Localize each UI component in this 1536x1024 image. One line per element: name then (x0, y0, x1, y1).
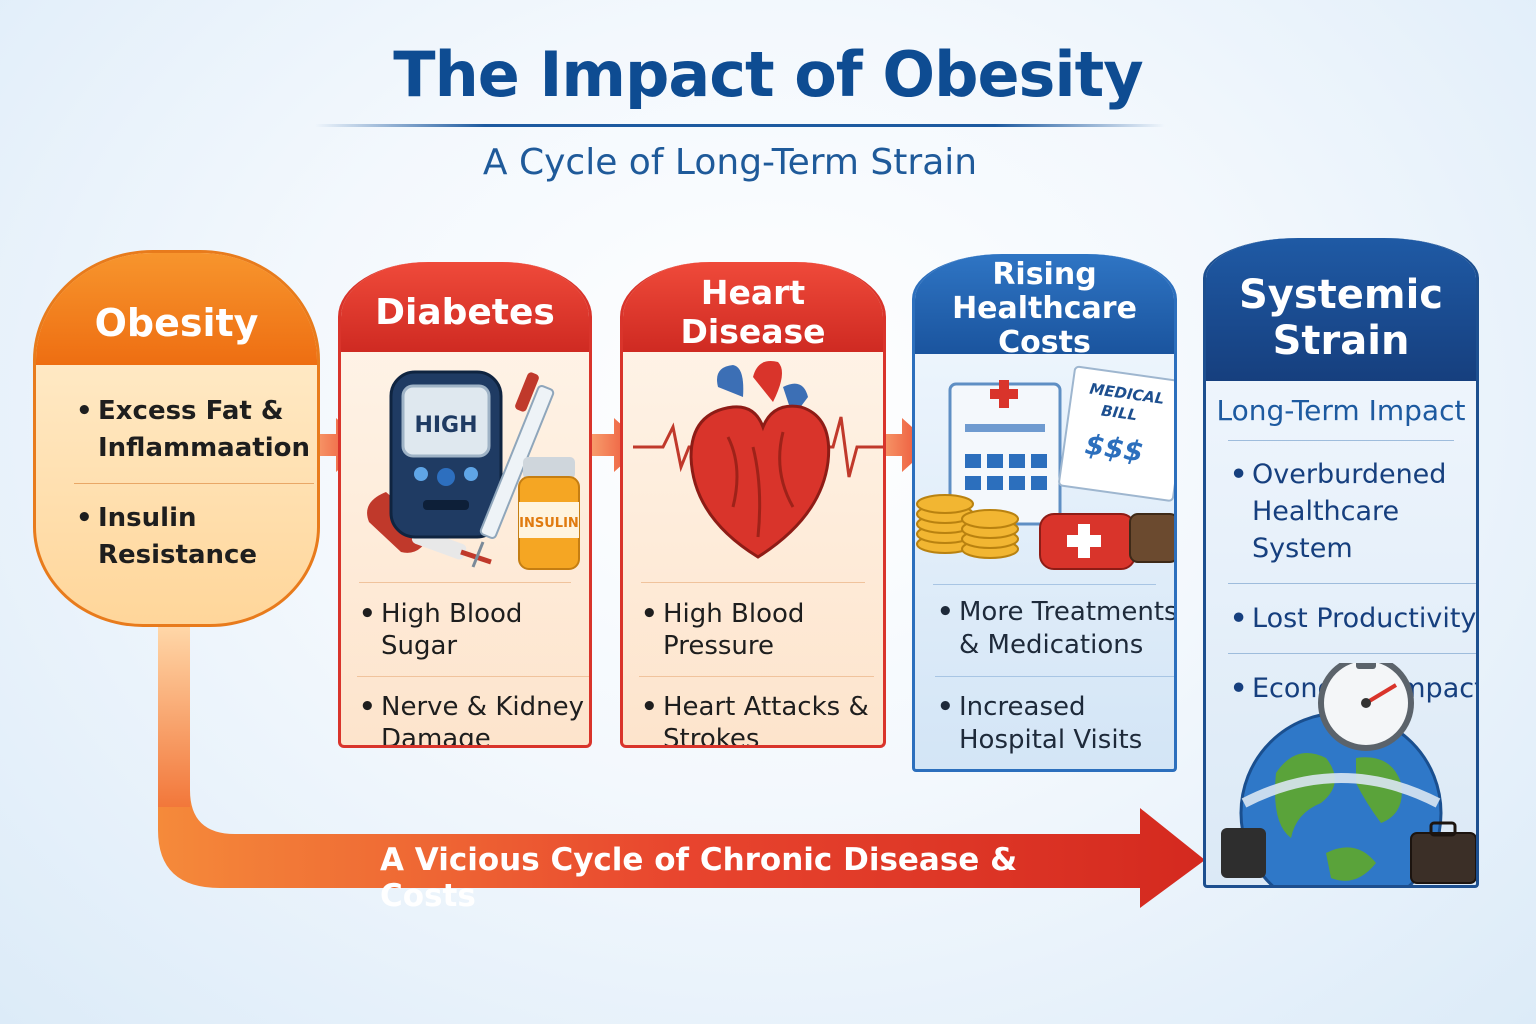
healthcare-costs-title: Rising Healthcare Costs (915, 254, 1174, 360)
healthcare-costs-list: More Treatments & Medications Increased … (935, 596, 1174, 757)
healthcare-costs-card: Rising Healthcare Costs MEDICAL BILL $$$ (912, 254, 1177, 772)
divider (639, 676, 874, 677)
divider (933, 584, 1156, 585)
list-item: Overburdened Healthcare System (1228, 456, 1476, 567)
systemic-subtitle: Long-Term Impact (1216, 394, 1466, 427)
cycle-arrow-tail (158, 627, 1205, 908)
hospital-bill-icon: MEDICAL BILL $$$ (916, 365, 1174, 570)
title-divider (315, 124, 1165, 127)
cycle-label: A Vicious Cycle of Chronic Disease & Cos… (380, 842, 1018, 914)
list-item: Nerve & Kidney Damage (357, 691, 589, 745)
list-item: Insulin Resistance (74, 500, 304, 574)
systemic-strain-card: Systemic Strain Long-Term Impact Overbur… (1203, 238, 1479, 888)
list-item: Increased Hospital Visits (935, 691, 1174, 757)
list-item: More Treatments & Medications (935, 596, 1174, 662)
divider (1228, 440, 1454, 441)
title-line: Strain (1272, 317, 1410, 364)
divider (641, 582, 865, 583)
heart-disease-list: High Blood Pressure Heart Attacks & Stro… (639, 598, 874, 745)
insulin-label: INSULIN (519, 516, 579, 531)
bill-amount: $$$ (1083, 428, 1145, 469)
obesity-title: Obesity (36, 253, 317, 365)
title-line: Systemic (1238, 271, 1444, 318)
obesity-card: Obesity Excess Fat & Inflammaation Insul… (33, 250, 320, 627)
list-item: Heart Attacks & Strokes (639, 691, 874, 745)
meter-reading: HIGH (414, 413, 477, 438)
systemic-strain-title: Systemic Strain (1206, 238, 1476, 381)
list-item: High Blood Pressure (639, 598, 874, 662)
divider (74, 483, 314, 484)
heart-icon (633, 361, 883, 559)
glucose-meter-icon: INSULIN HIGH (367, 370, 580, 570)
globe-gauge-icon (1221, 663, 1476, 885)
title-line: Rising (992, 257, 1097, 292)
divider (357, 676, 589, 677)
divider (935, 676, 1174, 677)
title-line: Healthcare Costs (952, 291, 1137, 360)
diabetes-title: Diabetes (341, 262, 589, 352)
list-item: Excess Fat & Inflammaation (74, 393, 310, 467)
page-subtitle: A Cycle of Long-Term Strain (482, 142, 978, 183)
diabetes-list: High Blood Sugar Nerve & Kidney Damage (357, 598, 589, 745)
bill-label: BILL (1100, 401, 1138, 424)
list-item: High Blood Sugar (357, 598, 589, 662)
heart-disease-title: Heart Disease (623, 262, 883, 352)
diabetes-card: Diabetes INSULIN HIGH High Blood Sugar N… (338, 262, 592, 748)
heart-disease-card: Heart Disease High Blood Pressure Heart … (620, 262, 886, 748)
list-item: Lost Productivity (1228, 600, 1476, 637)
divider (359, 582, 571, 583)
obesity-list: Excess Fat & Inflammaation Insulin Resis… (74, 393, 314, 574)
divider (1228, 653, 1476, 654)
page-title: The Impact of Obesity (393, 38, 1143, 111)
divider (1228, 583, 1476, 584)
